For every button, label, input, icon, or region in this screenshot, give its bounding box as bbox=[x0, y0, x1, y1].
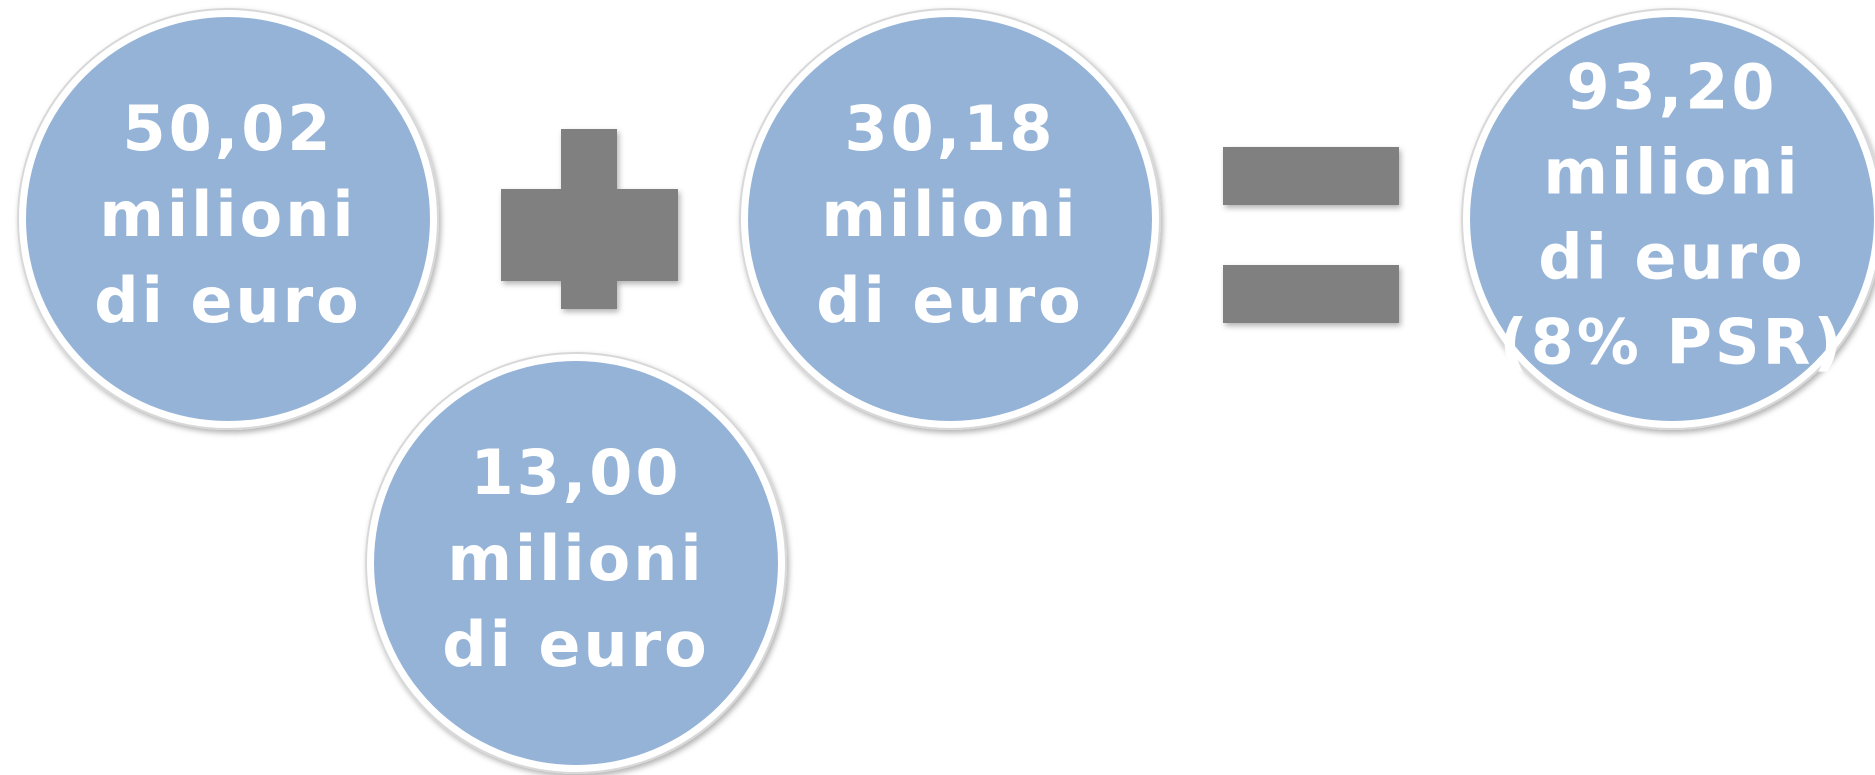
circle-label: 13,00 bbox=[470, 436, 681, 509]
circle-label: di euro bbox=[816, 264, 1084, 337]
circle-label: milioni bbox=[447, 522, 704, 595]
circle-label: di euro bbox=[1538, 221, 1806, 294]
circle-label: 50,02 bbox=[122, 92, 333, 165]
circle-node: 93,20 milioni di euro (8% PSR) bbox=[1461, 8, 1875, 430]
circle-label: di euro bbox=[442, 608, 710, 681]
circle-label: milioni bbox=[1543, 136, 1800, 209]
circle-label: (8% PSR) bbox=[1499, 306, 1844, 379]
circle-fill bbox=[1470, 17, 1874, 421]
circle-node: 30,18 milioni di euro bbox=[739, 8, 1161, 430]
circle-label: 93,20 bbox=[1566, 51, 1777, 124]
equals-sign bbox=[1223, 147, 1399, 323]
circle-label: di euro bbox=[94, 264, 362, 337]
circle-fill bbox=[26, 17, 430, 421]
plus-sign bbox=[501, 129, 678, 309]
circle-fill bbox=[748, 17, 1152, 421]
circle-node: 50,02 milioni di euro bbox=[17, 8, 439, 430]
circle-node: 13,00 milioni di euro bbox=[365, 352, 787, 774]
circle-label: milioni bbox=[99, 178, 356, 251]
circle-label: milioni bbox=[821, 178, 1078, 251]
circle-fill bbox=[374, 361, 778, 765]
circle-label: 30,18 bbox=[844, 92, 1055, 165]
